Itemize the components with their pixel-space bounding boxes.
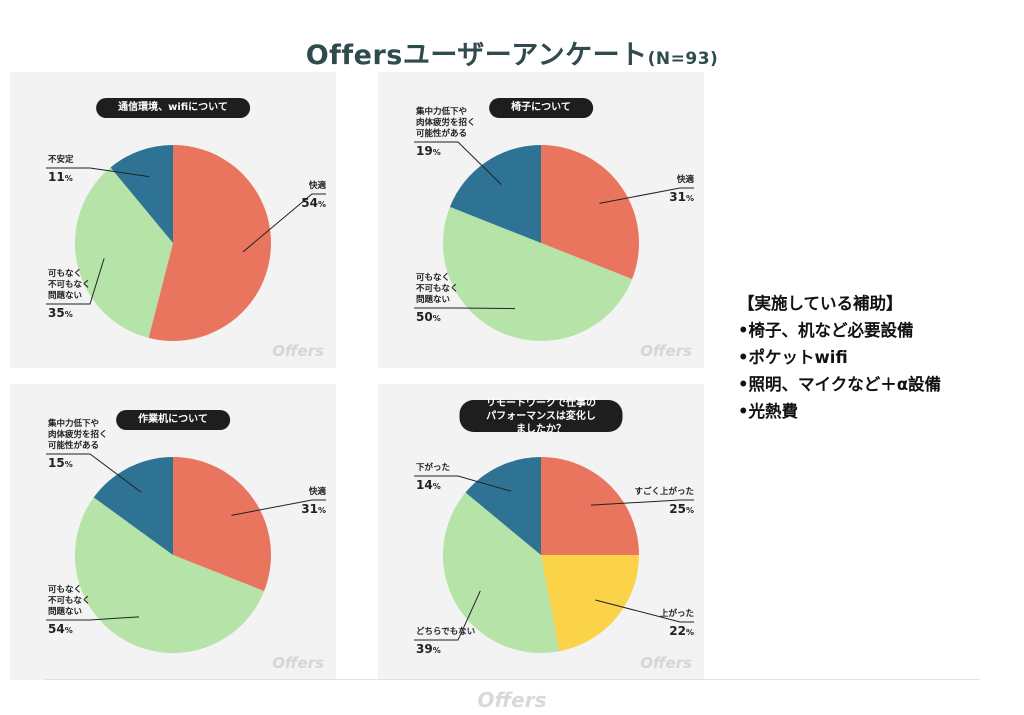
slice-label-value: 25% xyxy=(669,502,694,516)
subsidy-heading: 【実施している補助】 xyxy=(738,294,903,313)
pie-slice xyxy=(75,167,173,338)
leader-line xyxy=(231,499,326,516)
pie-slice xyxy=(465,457,541,555)
page-title: Offersユーザーアンケート(N=93) xyxy=(0,33,1024,72)
slice-label-value: 35% xyxy=(48,306,73,320)
leader-line xyxy=(590,499,694,506)
watermark-logo: Offers xyxy=(272,342,324,360)
slice-label-name: 可もなく 不可もなく 問題ない xyxy=(416,273,459,305)
chart-title-pill: 椅子について xyxy=(489,98,593,118)
pie-slice xyxy=(449,145,541,243)
chart-panel-chair: 椅子について Offers 快適 31% 可もなく 不可もなく 問題ない 50% 集中力… xyxy=(378,72,704,368)
watermark-logo: Offers xyxy=(640,342,692,360)
footer-watermark-logo: Offers xyxy=(477,688,547,712)
pie-slice xyxy=(148,145,272,342)
footer-divider xyxy=(45,679,980,680)
slice-label: どちらでもない 39% xyxy=(416,627,475,659)
slice-label-name: 快適 xyxy=(308,487,326,497)
slice-label-name: 上がった xyxy=(659,609,694,619)
pie-slice xyxy=(443,206,633,341)
slice-label-value: 15% xyxy=(48,456,73,470)
slice-label-name: 可もなく 不可もなく 問題ない xyxy=(48,585,91,617)
pie-chart-performance xyxy=(414,457,694,653)
slice-label: 快適 31% xyxy=(669,175,694,207)
slice-label: 集中力低下や 肉体疲労を招く 可能性がある 15% xyxy=(48,419,108,473)
chart-title-pill: リモートワークで仕事の パフォーマンスは変化しましたか？ xyxy=(459,398,623,435)
subsidy-item: •ポケットwifi xyxy=(738,348,848,367)
slice-label-name: 下がった xyxy=(416,463,451,473)
leader-line xyxy=(46,167,150,178)
slice-label: 可もなく 不可もなく 問題ない 50% xyxy=(416,273,459,327)
pie-chart-desk xyxy=(46,453,326,653)
slice-label-name: 集中力低下や 肉体疲労を招く 可能性がある xyxy=(416,107,476,139)
slice-label-value: 50% xyxy=(416,310,441,324)
slice-label: 快適 31% xyxy=(301,487,326,519)
leader-line xyxy=(599,187,694,204)
slice-label-name: 快適 xyxy=(308,181,326,191)
chart-title: 作業机について xyxy=(138,414,208,425)
chart-panel-performance: リモートワークで仕事の パフォーマンスは変化しましたか？ Offers すごく上… xyxy=(378,384,704,680)
slice-label-value: 11% xyxy=(48,170,73,184)
page-subtitle: (N=93) xyxy=(647,49,719,69)
slice-label-value: 31% xyxy=(669,190,694,204)
slice-label: 不安定 11% xyxy=(48,155,74,187)
pie-slice xyxy=(93,457,173,555)
watermark-logo: Offers xyxy=(640,654,692,672)
pie-slice xyxy=(541,145,639,280)
slice-label-name: すごく上がった xyxy=(634,487,694,497)
slice-label: 下がった 14% xyxy=(416,463,450,495)
slice-label: 上がった 22% xyxy=(660,609,694,641)
slice-label-value: 54% xyxy=(48,622,73,636)
chart-title: リモートワークで仕事の パフォーマンスは変化しましたか？ xyxy=(486,397,596,435)
leader-line xyxy=(414,590,481,641)
slice-label: 可もなく 不可もなく 問題ない 54% xyxy=(48,585,91,639)
leader-line xyxy=(46,616,140,621)
pie-slice xyxy=(443,492,560,653)
leader-line xyxy=(414,141,502,185)
leader-line xyxy=(414,475,512,492)
slice-label-value: 54% xyxy=(301,196,326,210)
slice-label-value: 39% xyxy=(416,642,441,656)
leader-line xyxy=(46,453,142,493)
chart-panel-desk: 作業机について Offers 快適 31% 可もなく 不可もなく 問題ない 54% 集中… xyxy=(10,384,336,680)
leader-line xyxy=(414,307,516,310)
leader-line xyxy=(46,258,105,305)
slice-label-value: 31% xyxy=(301,502,326,516)
leader-line xyxy=(242,193,326,253)
slice-label: 集中力低下や 肉体疲労を招く 可能性がある 19% xyxy=(416,107,476,161)
slice-label: 可もなく 不可もなく 問題ない 35% xyxy=(48,269,91,323)
slice-label-value: 22% xyxy=(669,624,694,638)
subsidy-item: •椅子、机など必要設備 xyxy=(738,321,914,340)
leader-line xyxy=(595,599,694,623)
slice-label: 快適 54% xyxy=(301,181,326,213)
pie-chart-chair xyxy=(414,141,694,341)
watermark-logo: Offers xyxy=(272,654,324,672)
page-title-main: Offersユーザーアンケート xyxy=(305,40,648,71)
pie-chart-wifi xyxy=(46,145,326,342)
slice-label-value: 19% xyxy=(416,144,441,158)
chart-panel-wifi: 通信環境、wifiについて Offers 快適 54% 可もなく 不可もなく 問題な… xyxy=(10,72,336,368)
pie-slice xyxy=(110,145,173,243)
slice-label-value: 14% xyxy=(416,478,441,492)
slice-label-name: どちらでもない xyxy=(416,627,476,637)
slice-label-name: 不安定 xyxy=(48,155,74,165)
slice-label-name: 快適 xyxy=(676,175,694,185)
chart-title-pill: 作業机について xyxy=(116,410,230,430)
subsidy-item: •光熱費 xyxy=(738,402,799,421)
slice-label-name: 集中力低下や 肉体疲労を招く 可能性がある xyxy=(48,419,108,451)
pie-slice xyxy=(173,457,271,592)
slice-label-name: 可もなく 不可もなく 問題ない xyxy=(48,269,91,301)
chart-title: 椅子について xyxy=(511,102,571,113)
pie-slice xyxy=(541,555,639,652)
pie-slice xyxy=(75,497,265,653)
subsidy-list: 【実施している補助】 •椅子、机など必要設備 •ポケットwifi •照明、マイク… xyxy=(738,290,941,425)
slice-label: すごく上がった 25% xyxy=(634,487,694,519)
subsidy-item: •照明、マイクなど＋α設備 xyxy=(738,375,942,394)
pie-slice xyxy=(541,457,639,555)
chart-title-pill: 通信環境、wifiについて xyxy=(96,98,250,118)
chart-title: 通信環境、wifiについて xyxy=(118,102,228,113)
